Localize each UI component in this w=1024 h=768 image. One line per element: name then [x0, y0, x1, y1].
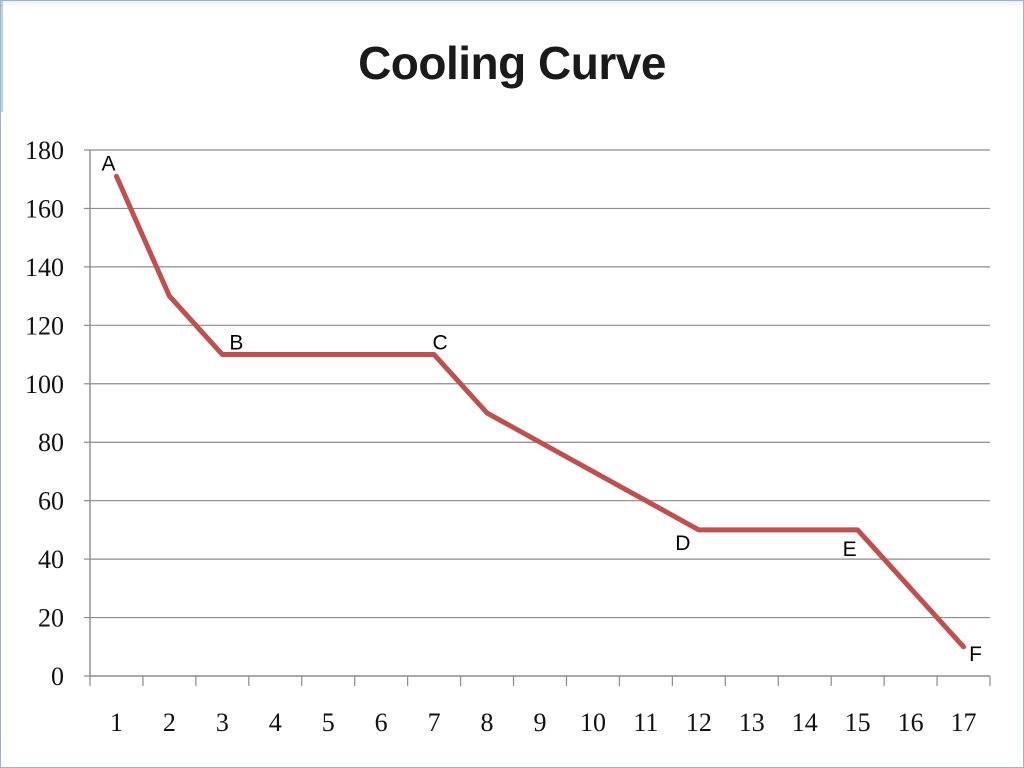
point-label-f: F [969, 643, 982, 666]
y-tick-label: 160 [25, 194, 64, 223]
chart-title: Cooling Curve [358, 37, 666, 89]
point-label-b: B [229, 332, 243, 355]
x-tick-label: 7 [428, 708, 441, 737]
y-tick-label: 20 [38, 604, 64, 633]
y-tick-label: 180 [25, 136, 64, 165]
x-tick-label: 12 [686, 708, 712, 737]
x-tick-label: 2 [163, 708, 176, 737]
left-decoration [0, 0, 3, 112]
x-tick-label: 1 [110, 708, 123, 737]
point-label-d: D [675, 532, 690, 555]
x-tick-label: 15 [845, 708, 871, 737]
top-decoration [0, 0, 1024, 6]
series-line [113, 173, 967, 650]
x-tick-label: 4 [269, 708, 282, 737]
y-tick-label: 40 [38, 545, 64, 574]
x-tick-label: 9 [534, 708, 547, 737]
y-tick-label: 120 [25, 311, 64, 340]
y-tick-label: 80 [38, 428, 64, 457]
point-label-a: A [101, 152, 115, 175]
point-label-c: C [433, 332, 448, 355]
point-label-e: E [843, 538, 857, 561]
x-tick-label: 17 [951, 708, 977, 737]
x-tick-label: 3 [216, 708, 229, 737]
x-tick-label: 13 [739, 708, 765, 737]
x-tick-label: 16 [898, 708, 924, 737]
x-tick-label: 6 [375, 708, 388, 737]
y-tick-label: 0 [51, 662, 64, 691]
x-tick-label: 5 [322, 708, 335, 737]
y-tick-label: 100 [25, 370, 64, 399]
x-tick-label: 14 [792, 708, 818, 737]
x-tick-label: 11 [633, 708, 658, 737]
x-tick-label: 8 [481, 708, 494, 737]
y-tick-label: 140 [25, 253, 64, 282]
x-tick-label: 10 [580, 708, 606, 737]
y-tick-label: 60 [38, 487, 64, 516]
